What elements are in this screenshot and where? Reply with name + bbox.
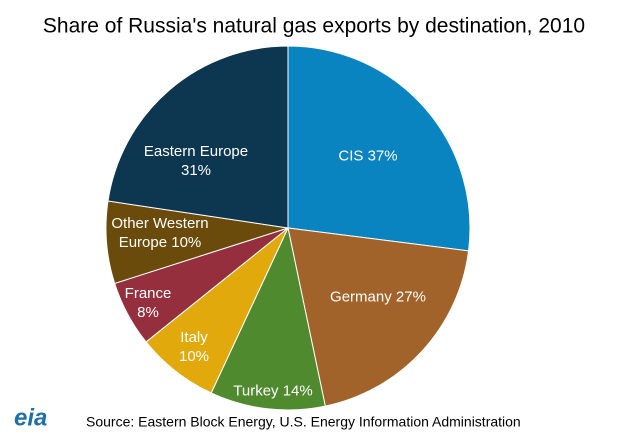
value-label: 14% bbox=[282, 382, 313, 400]
slice-label: Germany 27% bbox=[308, 288, 448, 307]
pie-slice bbox=[287, 227, 470, 407]
slice-label: Italy 10% bbox=[169, 328, 219, 366]
logo: eia bbox=[14, 404, 47, 431]
category-label: Other Western Europe bbox=[111, 215, 209, 251]
category-label: Turkey bbox=[233, 382, 279, 400]
value-label: 27% bbox=[395, 288, 426, 306]
pie-slice bbox=[210, 226, 326, 411]
slice-label: Other Western Europe 10% bbox=[104, 214, 216, 252]
source: Source: Eastern Block Energy, U.S. Energ… bbox=[86, 414, 521, 430]
slice-label: Eastern Europe 31% bbox=[140, 142, 252, 180]
category-label: CIS bbox=[338, 147, 364, 165]
category-label: Germany bbox=[330, 288, 392, 306]
pie-slice bbox=[107, 45, 289, 229]
category-label: Italy bbox=[180, 329, 208, 346]
value-label: 10% bbox=[171, 234, 202, 251]
value-label: 10% bbox=[178, 348, 210, 365]
value-label: 31% bbox=[180, 162, 212, 179]
category-label: Eastern Europe bbox=[143, 143, 249, 160]
slice-label: Turkey 14% bbox=[213, 382, 333, 401]
slice-label: France 8% bbox=[118, 284, 178, 322]
value-label: 37% bbox=[367, 147, 398, 165]
value-label: 8% bbox=[137, 304, 159, 321]
category-label: France bbox=[124, 285, 172, 302]
slice-label: CIS 37% bbox=[303, 147, 433, 166]
pie-slice bbox=[287, 45, 471, 252]
chart-title: Share of Russia's natural gas exports by… bbox=[43, 15, 585, 38]
